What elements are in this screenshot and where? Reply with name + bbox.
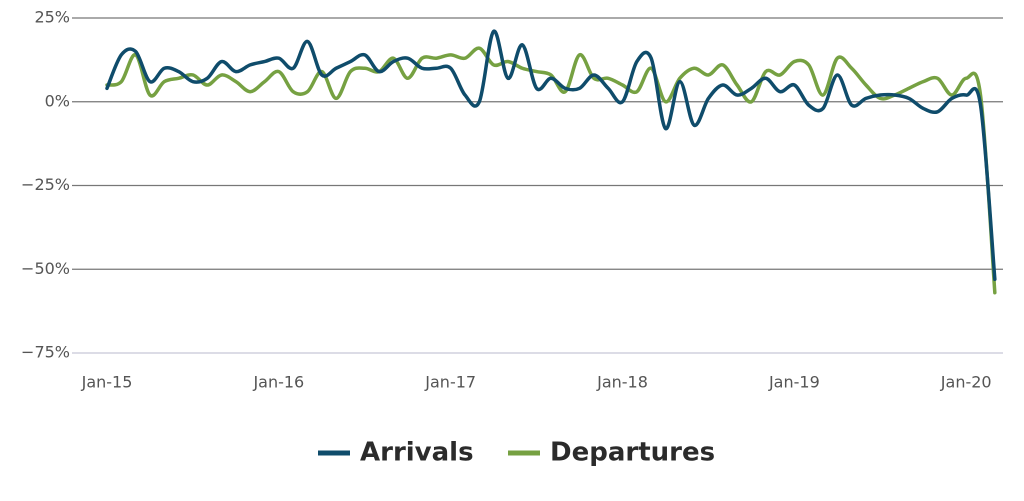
x-tick-label: Jan-16 [252, 373, 304, 392]
x-tick-label: Jan-18 [596, 373, 648, 392]
y-tick-label: 25% [34, 8, 70, 27]
x-tick-label: Jan-19 [768, 373, 820, 392]
x-tick-label: Jan-20 [940, 373, 992, 392]
x-tick-label: Jan-15 [81, 373, 133, 392]
y-tick-label: −75% [21, 343, 70, 362]
x-tick-label: Jan-17 [424, 373, 476, 392]
legend-label: Departures [550, 438, 715, 468]
y-tick-label: 0% [45, 91, 70, 110]
series-line [105, 46, 997, 295]
series-line [105, 29, 997, 282]
y-tick-label: −50% [21, 259, 70, 278]
legend-label: Arrivals [360, 438, 474, 468]
y-tick-label: −25% [21, 175, 70, 194]
